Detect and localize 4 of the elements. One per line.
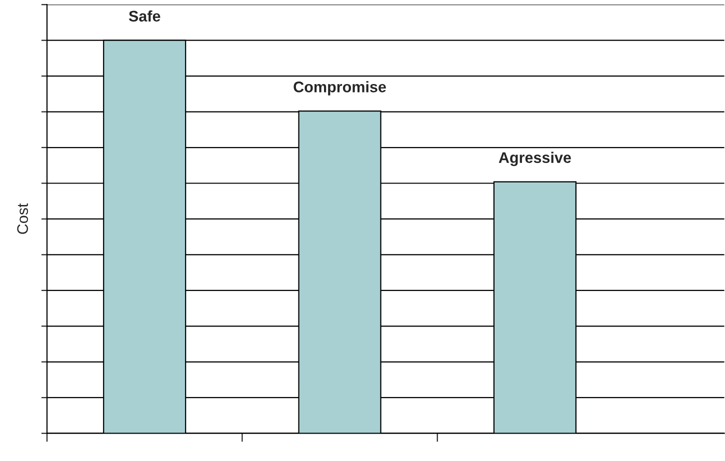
x-tick-label: Agressive — [498, 152, 571, 166]
x-tick-label: Compromise — [294, 81, 386, 96]
y-axis-title: Cost — [17, 203, 28, 234]
x-tick-label: Safe — [128, 10, 160, 22]
